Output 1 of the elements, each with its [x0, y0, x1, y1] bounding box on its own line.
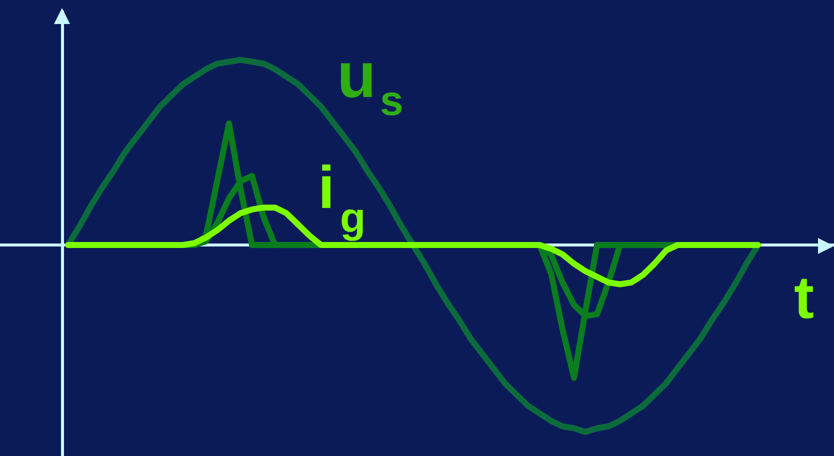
x-axis-title: t — [794, 264, 814, 331]
